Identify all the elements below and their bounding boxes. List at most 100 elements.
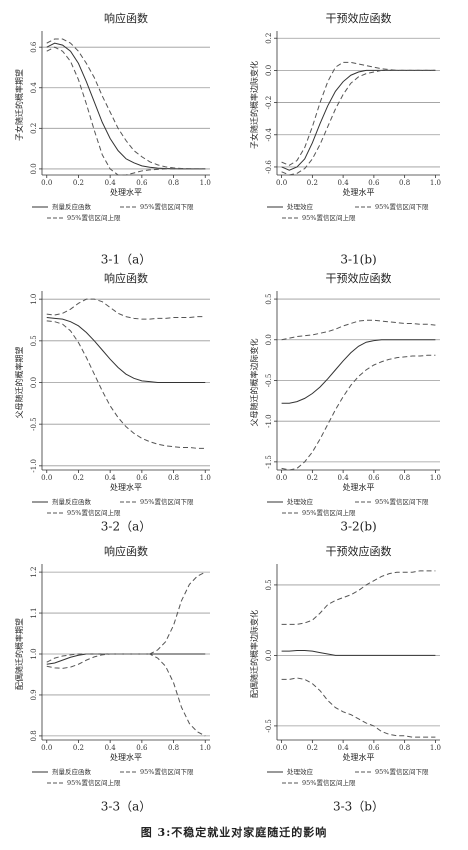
legend-label: 95%置信区间下限 — [375, 767, 429, 776]
legend-label: 处理效应 — [287, 497, 314, 506]
y-tick-label: 0.4 — [30, 82, 38, 94]
y-tick-label: -0.4 — [265, 127, 273, 141]
panel-caption: 3-3（a） — [101, 800, 151, 814]
panel-caption: 3-3（b） — [333, 800, 384, 814]
y-tick-label: 1.1 — [30, 607, 38, 618]
series-line — [281, 649, 436, 656]
series-line — [46, 42, 206, 170]
y-tick-label: -0.5 — [265, 374, 273, 388]
x-axis-label: 处理水平 — [110, 482, 142, 492]
y-tick-label: -0.6 — [265, 160, 273, 174]
chart-title: 响应函数 — [104, 271, 148, 285]
y-tick-label: 1.0 — [30, 294, 38, 305]
x-tick-label: 1.0 — [430, 474, 441, 482]
y-tick-label: -0.5 — [265, 719, 273, 733]
series-line — [46, 298, 206, 320]
chart-title: 响应函数 — [104, 544, 148, 558]
x-tick-label: 0.0 — [41, 474, 52, 482]
y-tick-label: 0.2 — [30, 123, 38, 134]
x-tick-label: 0.0 — [276, 744, 287, 752]
legend-label: 95%置信区间上限 — [67, 213, 121, 222]
y-tick-label: 0.0 — [265, 334, 273, 345]
y-tick-label: 0.0 — [265, 650, 273, 661]
legend-label: 剂量反应函数 — [52, 497, 92, 506]
legend-label: 95%置信区间上限 — [302, 213, 356, 222]
x-tick-label: 0.8 — [399, 179, 410, 187]
x-tick-label: 0.6 — [368, 474, 380, 482]
y-tick-label: 0.5 — [265, 293, 273, 304]
panel-caption: 3-2（a） — [101, 520, 151, 534]
legend-label: 95%置信区间下限 — [140, 497, 194, 506]
series-line — [46, 653, 206, 665]
y-tick-label: -0.5 — [30, 417, 38, 431]
y-tick-label: 0.0 — [30, 377, 38, 388]
y-tick-label: 0.5 — [30, 335, 38, 346]
x-tick-label: 0.6 — [368, 744, 380, 752]
series-line — [46, 320, 206, 449]
y-tick-label: -0.2 — [265, 96, 273, 110]
x-tick-label: 0.4 — [105, 179, 117, 187]
legend-label: 95%置信区间上限 — [302, 508, 356, 517]
x-tick-label: 1.0 — [430, 744, 441, 752]
legend-label: 95%置信区间下限 — [140, 767, 194, 776]
figure-caption: 图 3:不稳定就业对家庭随迁的影响 — [141, 825, 328, 839]
x-tick-label: 1.0 — [200, 744, 211, 752]
legend-label: 95%置信区间上限 — [67, 778, 121, 787]
y-tick-label: -1.0 — [265, 414, 273, 428]
y-tick-label: -1.0 — [30, 459, 38, 473]
x-tick-label: 0.6 — [136, 179, 148, 187]
x-tick-label: 1.0 — [200, 179, 211, 187]
series-line — [46, 46, 206, 176]
y-tick-label: 0.8 — [30, 730, 38, 741]
legend-label: 剂量反应函数 — [52, 767, 92, 776]
y-axis-label: 父母随迁的概率边际变化 — [249, 339, 259, 427]
y-tick-label: 0.5 — [265, 579, 273, 590]
y-tick-label: -1.5 — [265, 455, 273, 469]
series-line — [46, 317, 206, 383]
x-tick-label: 0.0 — [276, 179, 287, 187]
x-tick-label: 0.4 — [338, 744, 350, 752]
x-axis-label: 处理水平 — [110, 752, 142, 762]
series-line — [281, 354, 436, 471]
y-axis-label: 父母随迁的概率期望 — [14, 347, 24, 419]
series-line — [281, 69, 436, 171]
series-line — [281, 319, 436, 341]
chart-title: 干预效应函数 — [326, 271, 392, 285]
x-axis-label: 处理水平 — [343, 482, 375, 492]
x-tick-label: 0.6 — [368, 179, 380, 187]
x-tick-label: 0.4 — [338, 179, 350, 187]
panel-caption: 3-1(b) — [340, 253, 376, 267]
legend-label: 剂量反应函数 — [52, 202, 92, 211]
series-line — [281, 677, 436, 738]
series-line — [46, 38, 206, 170]
x-axis-label: 处理水平 — [343, 187, 375, 197]
y-axis-label: 子女随迁的概率期望 — [14, 69, 24, 141]
x-tick-label: 0.2 — [73, 179, 84, 187]
x-tick-label: 0.0 — [41, 179, 52, 187]
x-tick-label: 0.6 — [136, 474, 148, 482]
legend-label: 95%置信区间下限 — [375, 202, 429, 211]
series-line — [281, 570, 436, 625]
legend-label: 95%置信区间上限 — [302, 778, 356, 787]
x-tick-label: 0.8 — [168, 474, 179, 482]
y-tick-label: 0.0 — [30, 163, 38, 174]
series-line — [281, 61, 436, 166]
y-tick-label: 0.6 — [30, 41, 38, 53]
x-tick-label: 0.2 — [307, 474, 318, 482]
x-tick-label: 0.8 — [168, 744, 179, 752]
chart-title: 响应函数 — [104, 11, 148, 25]
legend-label: 95%置信区间下限 — [140, 202, 194, 211]
x-tick-label: 1.0 — [430, 179, 441, 187]
x-tick-label: 0.0 — [276, 474, 287, 482]
chart-title: 干预效应函数 — [326, 11, 392, 25]
y-tick-label: 0.0 — [265, 65, 273, 76]
y-tick-label: 0.2 — [265, 33, 273, 44]
y-axis-label: 子女随迁的概率边际变化 — [249, 61, 259, 149]
legend-label: 处理效应 — [287, 202, 314, 211]
x-tick-label: 0.4 — [338, 474, 350, 482]
legend-label: 处理效应 — [287, 767, 314, 776]
panel-caption: 3-2(b) — [340, 520, 376, 534]
x-tick-label: 0.6 — [136, 744, 148, 752]
x-tick-label: 0.8 — [399, 474, 410, 482]
